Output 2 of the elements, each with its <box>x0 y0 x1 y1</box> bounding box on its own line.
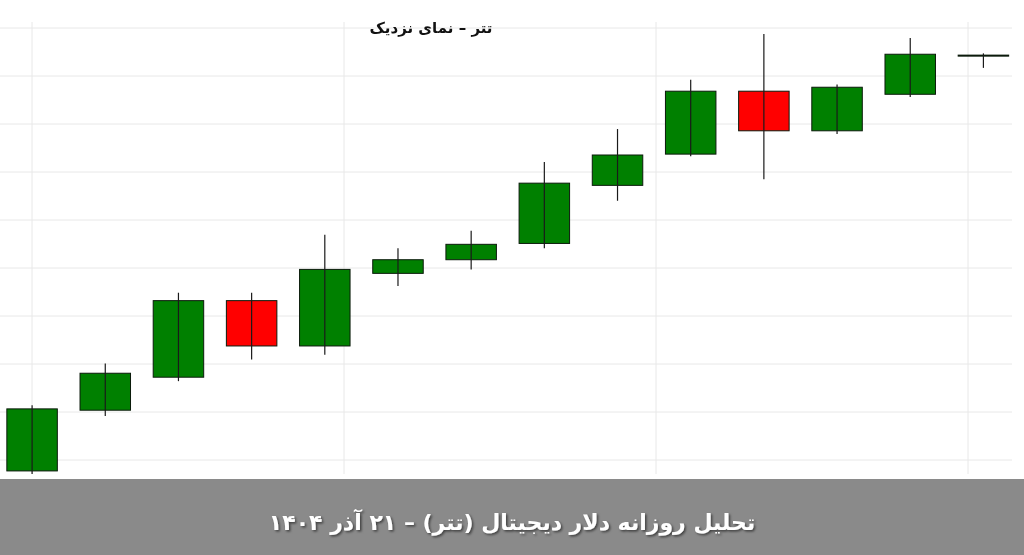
caption: تحلیل روزانه دلار دیجیتال (تتر) – ۲۱ آذر ۱۴۰۴ <box>0 479 1024 555</box>
title: تتر – نمای نزدیک <box>369 19 493 37</box>
